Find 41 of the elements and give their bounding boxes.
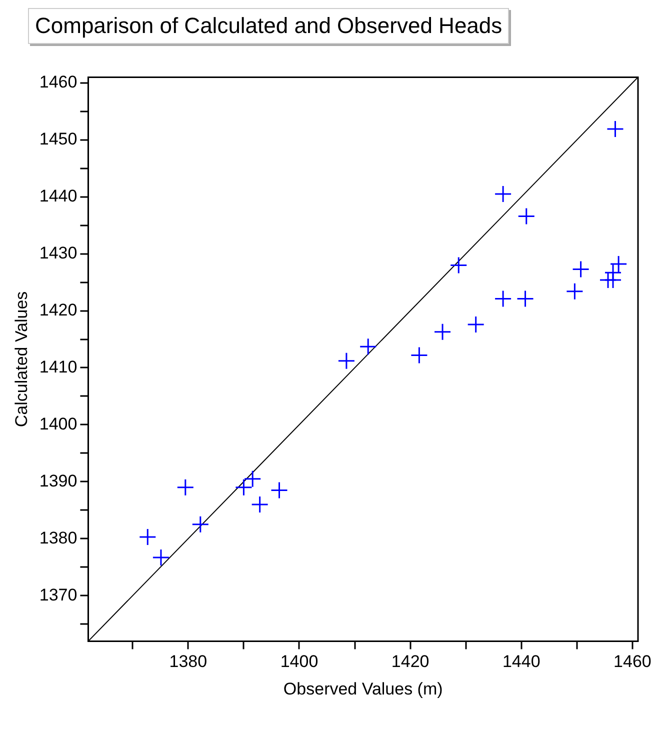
point: [516, 290, 534, 308]
point: [604, 271, 622, 289]
point: [359, 338, 377, 356]
y-tick-label: 1420: [39, 300, 78, 320]
x-tick-label: 1380: [169, 652, 208, 672]
chart-title: Comparison of Calculated and Observed Heads: [28, 8, 510, 44]
point: [572, 260, 590, 278]
y-tick-label: 1370: [39, 585, 78, 604]
x-axis-title: Observed Values (m): [283, 679, 443, 698]
y-tick-label: 1400: [39, 414, 78, 434]
point: [606, 120, 624, 138]
point: [410, 346, 428, 364]
x-tick-label: 1400: [280, 652, 318, 672]
y-tick-label: 1460: [39, 72, 78, 92]
point: [152, 548, 170, 566]
point: [610, 255, 628, 273]
point: [270, 481, 288, 499]
y-tick-label: 1450: [39, 130, 78, 149]
point: [518, 207, 536, 225]
point: [244, 470, 262, 488]
point: [494, 290, 512, 308]
y-axis-title: Calculated Values: [12, 291, 31, 428]
point: [251, 496, 269, 514]
x-tick-label: 1460: [614, 652, 652, 672]
x-tick-label: 1440: [502, 652, 540, 672]
x-tick-label: 1420: [391, 652, 430, 672]
y-tick-label: 1390: [39, 471, 78, 490]
point: [138, 528, 156, 546]
point: [494, 185, 512, 203]
point: [338, 352, 356, 370]
point: [467, 316, 485, 334]
point: [192, 516, 210, 534]
y-tick-label: 1410: [39, 357, 78, 376]
y-tick-label: 1380: [39, 528, 78, 548]
y-tick-label: 1440: [39, 186, 78, 206]
point: [566, 282, 584, 300]
point: [234, 478, 252, 496]
point: [450, 256, 468, 274]
point: [434, 323, 452, 341]
y-tick-label: 1430: [39, 243, 78, 262]
point: [176, 478, 194, 496]
